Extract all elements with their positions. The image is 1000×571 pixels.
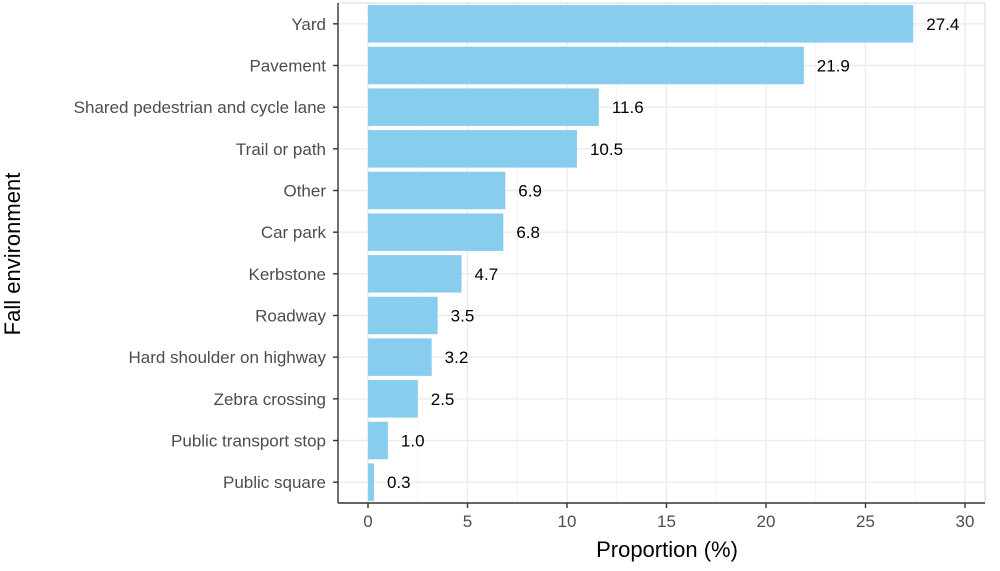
data-label: 21.9	[817, 57, 850, 76]
bar-shared-pedestrian-and-cycle-lane	[368, 88, 599, 126]
bar-kerbstone	[368, 255, 462, 293]
bar-car-park	[368, 213, 504, 251]
bar-yard	[368, 5, 914, 43]
bar-public-square	[368, 463, 374, 501]
data-label: 11.6	[612, 98, 644, 117]
data-label: 3.2	[445, 348, 469, 367]
y-tick-label: Roadway	[255, 307, 326, 326]
bar-zebra-crossing	[368, 380, 418, 418]
y-tick-label: Public square	[223, 473, 326, 492]
x-tick-label: 5	[463, 512, 472, 531]
data-label: 1.0	[401, 432, 425, 451]
x-tick-label: 30	[956, 512, 975, 531]
x-tick-label: 25	[856, 512, 875, 531]
bar-other	[368, 171, 506, 210]
data-label: 4.7	[475, 265, 499, 284]
data-label: 2.5	[431, 390, 455, 409]
y-tick-label: Yard	[291, 15, 326, 34]
y-axis-title: Fall environment	[0, 173, 25, 336]
data-label: 0.3	[387, 473, 411, 492]
y-tick-label: Hard shoulder on highway	[128, 348, 326, 367]
data-label: 6.8	[516, 223, 540, 242]
data-label: 6.9	[518, 182, 542, 201]
bar-roadway	[368, 296, 438, 335]
y-tick-label: Kerbstone	[249, 265, 327, 284]
x-tick-label: 0	[363, 512, 372, 531]
x-tick-label: 15	[657, 512, 676, 531]
x-tick-label: 20	[757, 512, 776, 531]
data-label: 3.5	[451, 307, 475, 326]
x-axis-title: Proportion (%)	[596, 537, 738, 562]
bar-pavement	[368, 46, 804, 85]
x-tick-label: 10	[558, 512, 577, 531]
y-tick-label: Public transport stop	[171, 432, 326, 451]
bar-trail-or-path	[368, 130, 577, 168]
y-tick-label: Other	[283, 182, 326, 201]
y-tick-label: Pavement	[249, 57, 326, 76]
axes: Yard Pavement Shared pedestrian and cycle …	[74, 2, 986, 531]
y-tick-label: Trail or path	[236, 140, 326, 159]
y-tick-label: Car park	[261, 223, 327, 242]
bar-hard-shoulder-on-highway	[368, 338, 432, 376]
bar-public-transport-stop	[368, 421, 388, 460]
data-labels: 27.4 21.9 11.6 10.5 6.9 6.8 4.7 3.5 3.2 2.5 1.0 0.3	[387, 15, 959, 492]
bars	[368, 5, 914, 501]
data-label: 10.5	[590, 140, 623, 159]
y-tick-label: Zebra crossing	[214, 390, 326, 409]
y-tick-label: Shared pedestrian and cycle lane	[74, 98, 326, 117]
data-label: 27.4	[926, 15, 959, 34]
